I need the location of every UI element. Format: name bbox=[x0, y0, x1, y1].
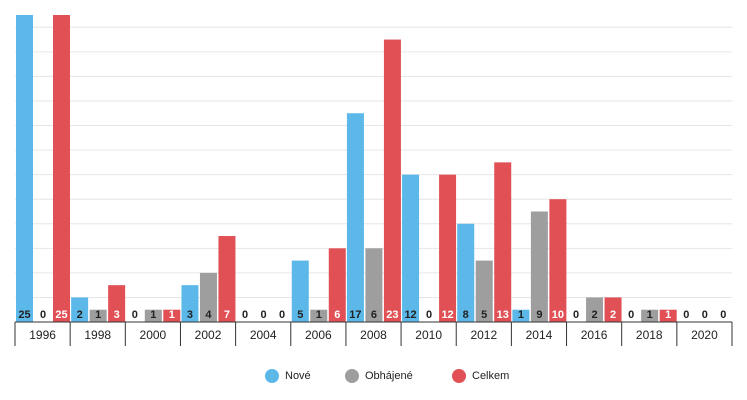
bar bbox=[199, 272, 217, 322]
bar bbox=[530, 211, 548, 322]
legend-swatch bbox=[452, 369, 466, 383]
value-label: 2 bbox=[610, 309, 616, 321]
bar bbox=[291, 260, 309, 322]
bar bbox=[71, 297, 89, 322]
bar bbox=[16, 15, 33, 322]
bar bbox=[439, 174, 457, 322]
value-label: 1 bbox=[665, 309, 671, 321]
value-label: 8 bbox=[463, 309, 469, 321]
bar bbox=[328, 248, 346, 322]
bar bbox=[89, 309, 107, 322]
value-label: 3 bbox=[187, 309, 193, 321]
x-tick-label: 2006 bbox=[305, 328, 332, 342]
value-label: 12 bbox=[404, 309, 416, 321]
value-label: 0 bbox=[683, 309, 689, 321]
value-label: 25 bbox=[55, 309, 67, 321]
bar bbox=[512, 309, 530, 322]
value-label: 1 bbox=[647, 309, 653, 321]
value-label: 3 bbox=[114, 309, 120, 321]
bar bbox=[659, 309, 677, 322]
value-label: 0 bbox=[132, 309, 138, 321]
legend-label: Celkem bbox=[472, 370, 509, 382]
x-tick-label: 2018 bbox=[636, 328, 663, 342]
value-label: 2 bbox=[591, 309, 597, 321]
value-label: 2 bbox=[77, 309, 83, 321]
bar bbox=[549, 199, 567, 322]
value-label: 13 bbox=[497, 309, 509, 321]
x-tick-label: 2010 bbox=[415, 328, 442, 342]
value-label: 10 bbox=[552, 309, 564, 321]
bar bbox=[144, 309, 162, 322]
value-label: 9 bbox=[536, 309, 542, 321]
value-label: 1 bbox=[95, 309, 101, 321]
bar bbox=[365, 248, 383, 322]
bar bbox=[604, 297, 622, 322]
value-label: 25 bbox=[18, 309, 30, 321]
legend-swatch bbox=[345, 369, 359, 383]
x-tick-label: 2002 bbox=[195, 328, 222, 342]
value-label: 0 bbox=[720, 309, 726, 321]
bar bbox=[494, 162, 512, 322]
bar bbox=[218, 236, 236, 322]
value-label: 0 bbox=[242, 309, 248, 321]
bar bbox=[53, 15, 70, 322]
value-label: 0 bbox=[279, 309, 285, 321]
legend-label: Obhájené bbox=[365, 370, 413, 382]
x-tick-label: 2008 bbox=[360, 328, 387, 342]
bar bbox=[181, 285, 199, 322]
x-tick-label: 2012 bbox=[470, 328, 497, 342]
x-tick-label: 2004 bbox=[250, 328, 277, 342]
value-label: 7 bbox=[224, 309, 230, 321]
value-label: 0 bbox=[573, 309, 579, 321]
bar bbox=[346, 113, 364, 323]
value-label: 6 bbox=[334, 309, 340, 321]
value-label: 4 bbox=[205, 309, 212, 321]
x-tick-label: 1998 bbox=[84, 328, 111, 342]
value-label: 5 bbox=[297, 309, 303, 321]
value-label: 0 bbox=[628, 309, 634, 321]
bar bbox=[163, 309, 181, 322]
bar bbox=[475, 260, 493, 322]
x-tick-label: 1996 bbox=[29, 328, 56, 342]
x-tick-label: 2020 bbox=[691, 328, 718, 342]
value-label: 17 bbox=[349, 309, 361, 321]
legend-label: Nové bbox=[285, 370, 311, 382]
value-label: 1 bbox=[150, 309, 156, 321]
value-label: 23 bbox=[386, 309, 398, 321]
value-label: 12 bbox=[441, 309, 453, 321]
value-label: 1 bbox=[169, 309, 175, 321]
value-label: 0 bbox=[426, 309, 432, 321]
x-tick-label: 2000 bbox=[140, 328, 167, 342]
legend-swatch bbox=[265, 369, 279, 383]
bar bbox=[108, 285, 126, 322]
x-tick-label: 2016 bbox=[581, 328, 608, 342]
bar bbox=[457, 223, 475, 322]
value-label: 0 bbox=[702, 309, 708, 321]
value-label: 6 bbox=[371, 309, 377, 321]
value-label: 5 bbox=[481, 309, 487, 321]
bar bbox=[641, 309, 659, 322]
value-label: 0 bbox=[40, 309, 46, 321]
bar bbox=[310, 309, 328, 322]
value-label: 1 bbox=[316, 309, 322, 321]
x-tick-label: 2014 bbox=[526, 328, 553, 342]
bar bbox=[383, 39, 401, 323]
value-label: 1 bbox=[518, 309, 524, 321]
value-label: 0 bbox=[261, 309, 267, 321]
bar bbox=[402, 174, 420, 322]
bar bbox=[586, 297, 604, 322]
